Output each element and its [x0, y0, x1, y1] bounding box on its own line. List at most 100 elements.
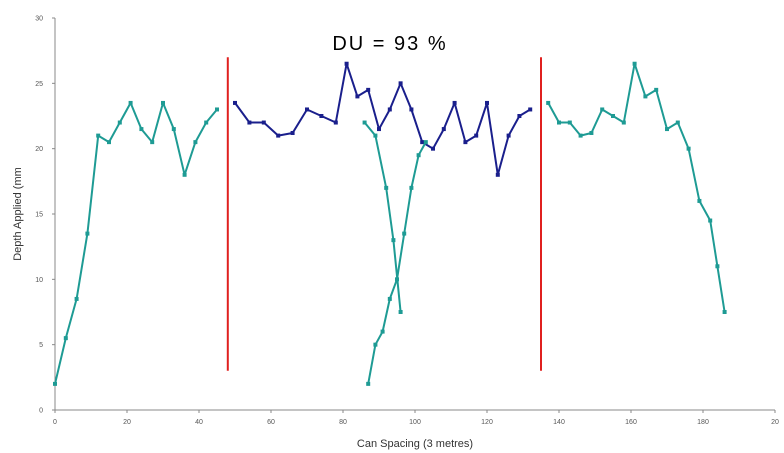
- data-point: [139, 127, 144, 132]
- data-point: [161, 100, 165, 105]
- data-point: [53, 381, 57, 386]
- data-point: [233, 100, 237, 105]
- data-point: [557, 120, 561, 125]
- data-point: [373, 133, 378, 138]
- data-point: [366, 87, 371, 92]
- x-tick-label: 20: [771, 419, 779, 426]
- x-tick-label: 100: [409, 419, 421, 426]
- x-tick-label: 60: [267, 419, 275, 426]
- y-tick-label: 20: [35, 146, 43, 153]
- x-tick-label: 80: [339, 419, 347, 426]
- data-point: [128, 100, 133, 105]
- x-tick-label: 0: [53, 419, 57, 426]
- data-point: [722, 310, 727, 314]
- data-point: [546, 100, 551, 105]
- y-tick-label: 0: [39, 408, 43, 415]
- data-point: [600, 107, 605, 112]
- data-point: [261, 120, 266, 125]
- data-point: [589, 130, 594, 135]
- data-point: [506, 133, 511, 138]
- du-annotation: DU = 93 %: [332, 33, 447, 55]
- data-point: [366, 381, 371, 386]
- data-point: [355, 94, 360, 99]
- data-point: [96, 133, 101, 138]
- data-point: [665, 127, 669, 132]
- data-point: [377, 127, 381, 132]
- data-point: [344, 61, 349, 66]
- data-point: [697, 198, 702, 203]
- data-point: [463, 140, 468, 145]
- data-point: [474, 133, 479, 138]
- data-point: [416, 153, 421, 158]
- x-tick-label: 120: [481, 419, 493, 426]
- series-line-5: [547, 62, 726, 313]
- data-point: [423, 140, 428, 145]
- x-axis-title: Can Spacing (3 metres): [357, 438, 473, 450]
- data-point: [290, 130, 295, 135]
- y-tick-label: 25: [35, 81, 43, 88]
- data-point: [495, 172, 500, 177]
- data-point: [654, 87, 659, 92]
- x-tick-label: 140: [553, 419, 565, 426]
- data-point: [578, 133, 583, 138]
- data-point: [150, 140, 155, 145]
- data-point: [107, 140, 111, 145]
- y-tick-label: 10: [35, 277, 43, 284]
- data-point: [485, 100, 489, 105]
- data-point: [621, 120, 626, 125]
- data-point: [276, 133, 281, 138]
- data-point: [63, 336, 68, 341]
- y-axis-title: Depth Applied (mm: [12, 167, 24, 261]
- series-line-1: [54, 101, 218, 385]
- data-point: [391, 238, 396, 243]
- data-point: [204, 120, 209, 125]
- x-tick-label: 160: [625, 419, 637, 426]
- data-point: [117, 120, 122, 125]
- x-tick-label: 20: [123, 419, 131, 426]
- data-point: [686, 146, 691, 151]
- data-point: [708, 218, 713, 223]
- x-ticks: 0 20 40 60 80 100 120 140 160 180 20: [53, 410, 779, 426]
- data-point: [193, 140, 198, 145]
- y-ticks: 0 5 10 15 20 25 30: [35, 16, 55, 415]
- data-point: [182, 172, 187, 177]
- data-point: [643, 94, 648, 99]
- data-point: [215, 107, 219, 112]
- data-point: [528, 107, 533, 112]
- data-point: [398, 81, 403, 86]
- data-point: [398, 310, 403, 314]
- data-point: [362, 120, 367, 125]
- x-tick-label: 180: [697, 419, 709, 426]
- series-line-2: [234, 62, 531, 176]
- series-line-3: [367, 141, 427, 385]
- data-point: [384, 185, 389, 190]
- divider-lines: [226, 57, 542, 371]
- data-point: [402, 231, 407, 236]
- data-point: [387, 107, 392, 112]
- data-point: [431, 146, 435, 151]
- data-point: [373, 342, 378, 347]
- data-point: [85, 231, 90, 236]
- data-point: [305, 107, 309, 112]
- data-point: [675, 120, 680, 125]
- data-point: [409, 185, 414, 190]
- data-point: [74, 296, 79, 301]
- data-point: [171, 127, 176, 132]
- data-point: [247, 120, 252, 125]
- data-point: [611, 114, 615, 118]
- data-point: [380, 329, 385, 334]
- data-point: [517, 114, 522, 118]
- data-point: [409, 107, 414, 112]
- axes: [54, 18, 775, 411]
- data-point: [420, 140, 425, 145]
- y-tick-label: 15: [35, 212, 43, 219]
- data-point: [452, 100, 457, 105]
- data-point: [441, 127, 446, 132]
- data-point: [567, 120, 572, 125]
- series-group: [53, 61, 727, 386]
- y-tick-label: 5: [39, 342, 43, 349]
- data-point: [387, 296, 392, 301]
- y-tick-label: 30: [35, 16, 43, 23]
- data-point: [333, 120, 338, 125]
